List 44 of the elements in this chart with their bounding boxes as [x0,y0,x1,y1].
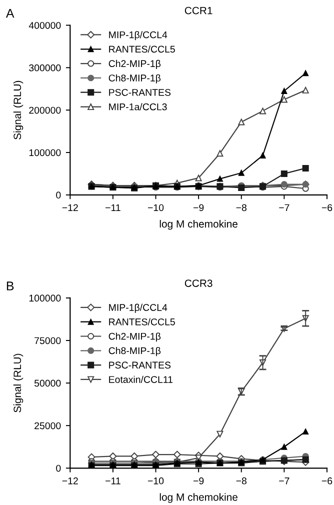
y-tick-label: 200000 [29,106,61,114]
legend-label: RANTES/CCL5 [109,318,175,326]
x-tick-label: −12 [62,477,78,484]
legend-label: MIP-1a/CCL3 [109,103,167,110]
x-tick-label: −9 [194,204,204,212]
x-tick-label: −8 [236,477,246,484]
x-axis-title: log M chemokine [160,493,238,503]
y-tick-label: 75000 [34,337,61,344]
chart-title: CCR3 [184,280,212,287]
y-axis-title: Signal (RLU) [13,80,24,140]
y-tick-label: 300000 [29,64,61,72]
x-tick-label: −12 [62,204,78,212]
legend-label: MIP-1β/CCL4 [109,304,168,313]
y-tick-label: 400000 [28,22,61,29]
y-tick-label: 100000 [29,149,61,156]
x-axis-title: log M chemokine [160,220,238,230]
legend-label: RANTES/CCL5 [109,45,175,53]
legend-label: PSC-RANTES [109,362,171,369]
x-tick-label: −7 [279,478,290,484]
y-tick-label: 0 [56,192,61,199]
y-tick-label: 50000 [34,380,61,387]
legend-label: Ch2-MIP-1β [108,332,161,342]
x-tick-label: −10 [148,477,164,484]
legend-label: Eotaxin/CCL11 [109,376,173,383]
legend-label: Ch8-MIP-1β [108,347,161,356]
x-tick-label: −7 [279,204,290,212]
x-tick-label: −6 [322,477,332,484]
x-tick-label: −9 [194,477,204,484]
legend-label: Ch2-MIP-1β [108,60,161,69]
legend-label: PSC-RANTES [109,88,171,96]
x-tick-label: −11 [106,478,120,484]
x-tick-label: −8 [236,204,246,212]
y-tick-label: 100000 [29,294,61,302]
legend-label: Ch8-MIP-1β [108,74,161,84]
text: B [6,282,14,290]
legend-label: MIP-1β/CCL4 [109,31,168,40]
x-tick-label: −6 [322,204,332,212]
x-tick-label: −10 [148,204,164,212]
x-tick-label: −11 [106,204,120,212]
y-axis-title: Signal (RLU) [13,354,24,412]
text: A [6,8,14,18]
y-tick-label: 0 [56,464,61,472]
y-tick-label: 25000 [34,422,61,430]
chart-title: CCR1 [184,6,212,14]
